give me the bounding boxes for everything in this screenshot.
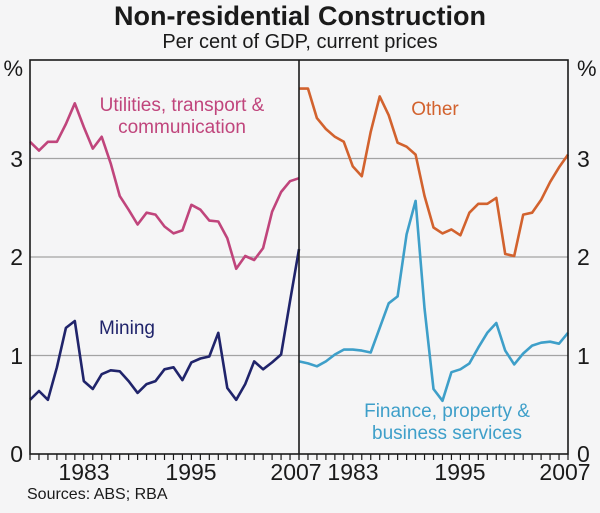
series-line-other: [299, 87, 570, 258]
plot-shapes: [29, 59, 570, 460]
series-label-other-line1: Other: [411, 99, 459, 120]
series-label-utilities: Utilities, transport & communication: [82, 95, 282, 139]
x-tick-label-right-1995: 1995: [434, 459, 485, 485]
x-tick-label-left-1983: 1983: [58, 459, 109, 485]
chart-subtitle: Per cent of GDP, current prices: [162, 31, 438, 53]
source-note: Sources: ABS; RBA: [27, 486, 168, 503]
series-label-other: Other: [385, 99, 485, 121]
series-label-finance-line2: business services: [372, 423, 522, 444]
y-tick-label-left-1: 1: [10, 343, 23, 369]
y-axis-unit-left: %: [3, 56, 23, 81]
series-label-mining-line1: Mining: [99, 318, 155, 339]
series-label-finance: Finance, property & business services: [347, 401, 547, 445]
series-line-finance: [298, 199, 570, 403]
y-tick-label-left-0: 0: [10, 441, 23, 467]
x-tick-label-left-2007: 2007: [270, 459, 321, 485]
x-tick-label-left-1995: 1995: [165, 459, 216, 485]
series-label-utilities-line2: communication: [118, 117, 246, 138]
x-tick-label-right-1983: 1983: [327, 459, 378, 485]
series-line-utilities: [29, 102, 300, 271]
series-label-mining: Mining: [77, 318, 177, 340]
series-label-utilities-line1: Utilities, transport &: [99, 95, 265, 116]
series-label-finance-line1: Finance, property &: [364, 401, 530, 422]
y-tick-label-left-2: 2: [10, 244, 23, 270]
y-tick-label-right-2: 2: [577, 244, 590, 270]
series-line-mining: [29, 248, 301, 402]
x-tick-label-right-2007: 2007: [539, 459, 590, 485]
y-tick-label-left-3: 3: [10, 146, 23, 172]
y-tick-label-right-3: 3: [577, 146, 590, 172]
y-tick-label-right-1: 1: [577, 343, 590, 369]
y-tick-label-right-0: 0: [577, 441, 590, 467]
y-axis-unit-right: %: [577, 56, 597, 81]
chart-title: Non-residential Construction: [113, 1, 486, 31]
